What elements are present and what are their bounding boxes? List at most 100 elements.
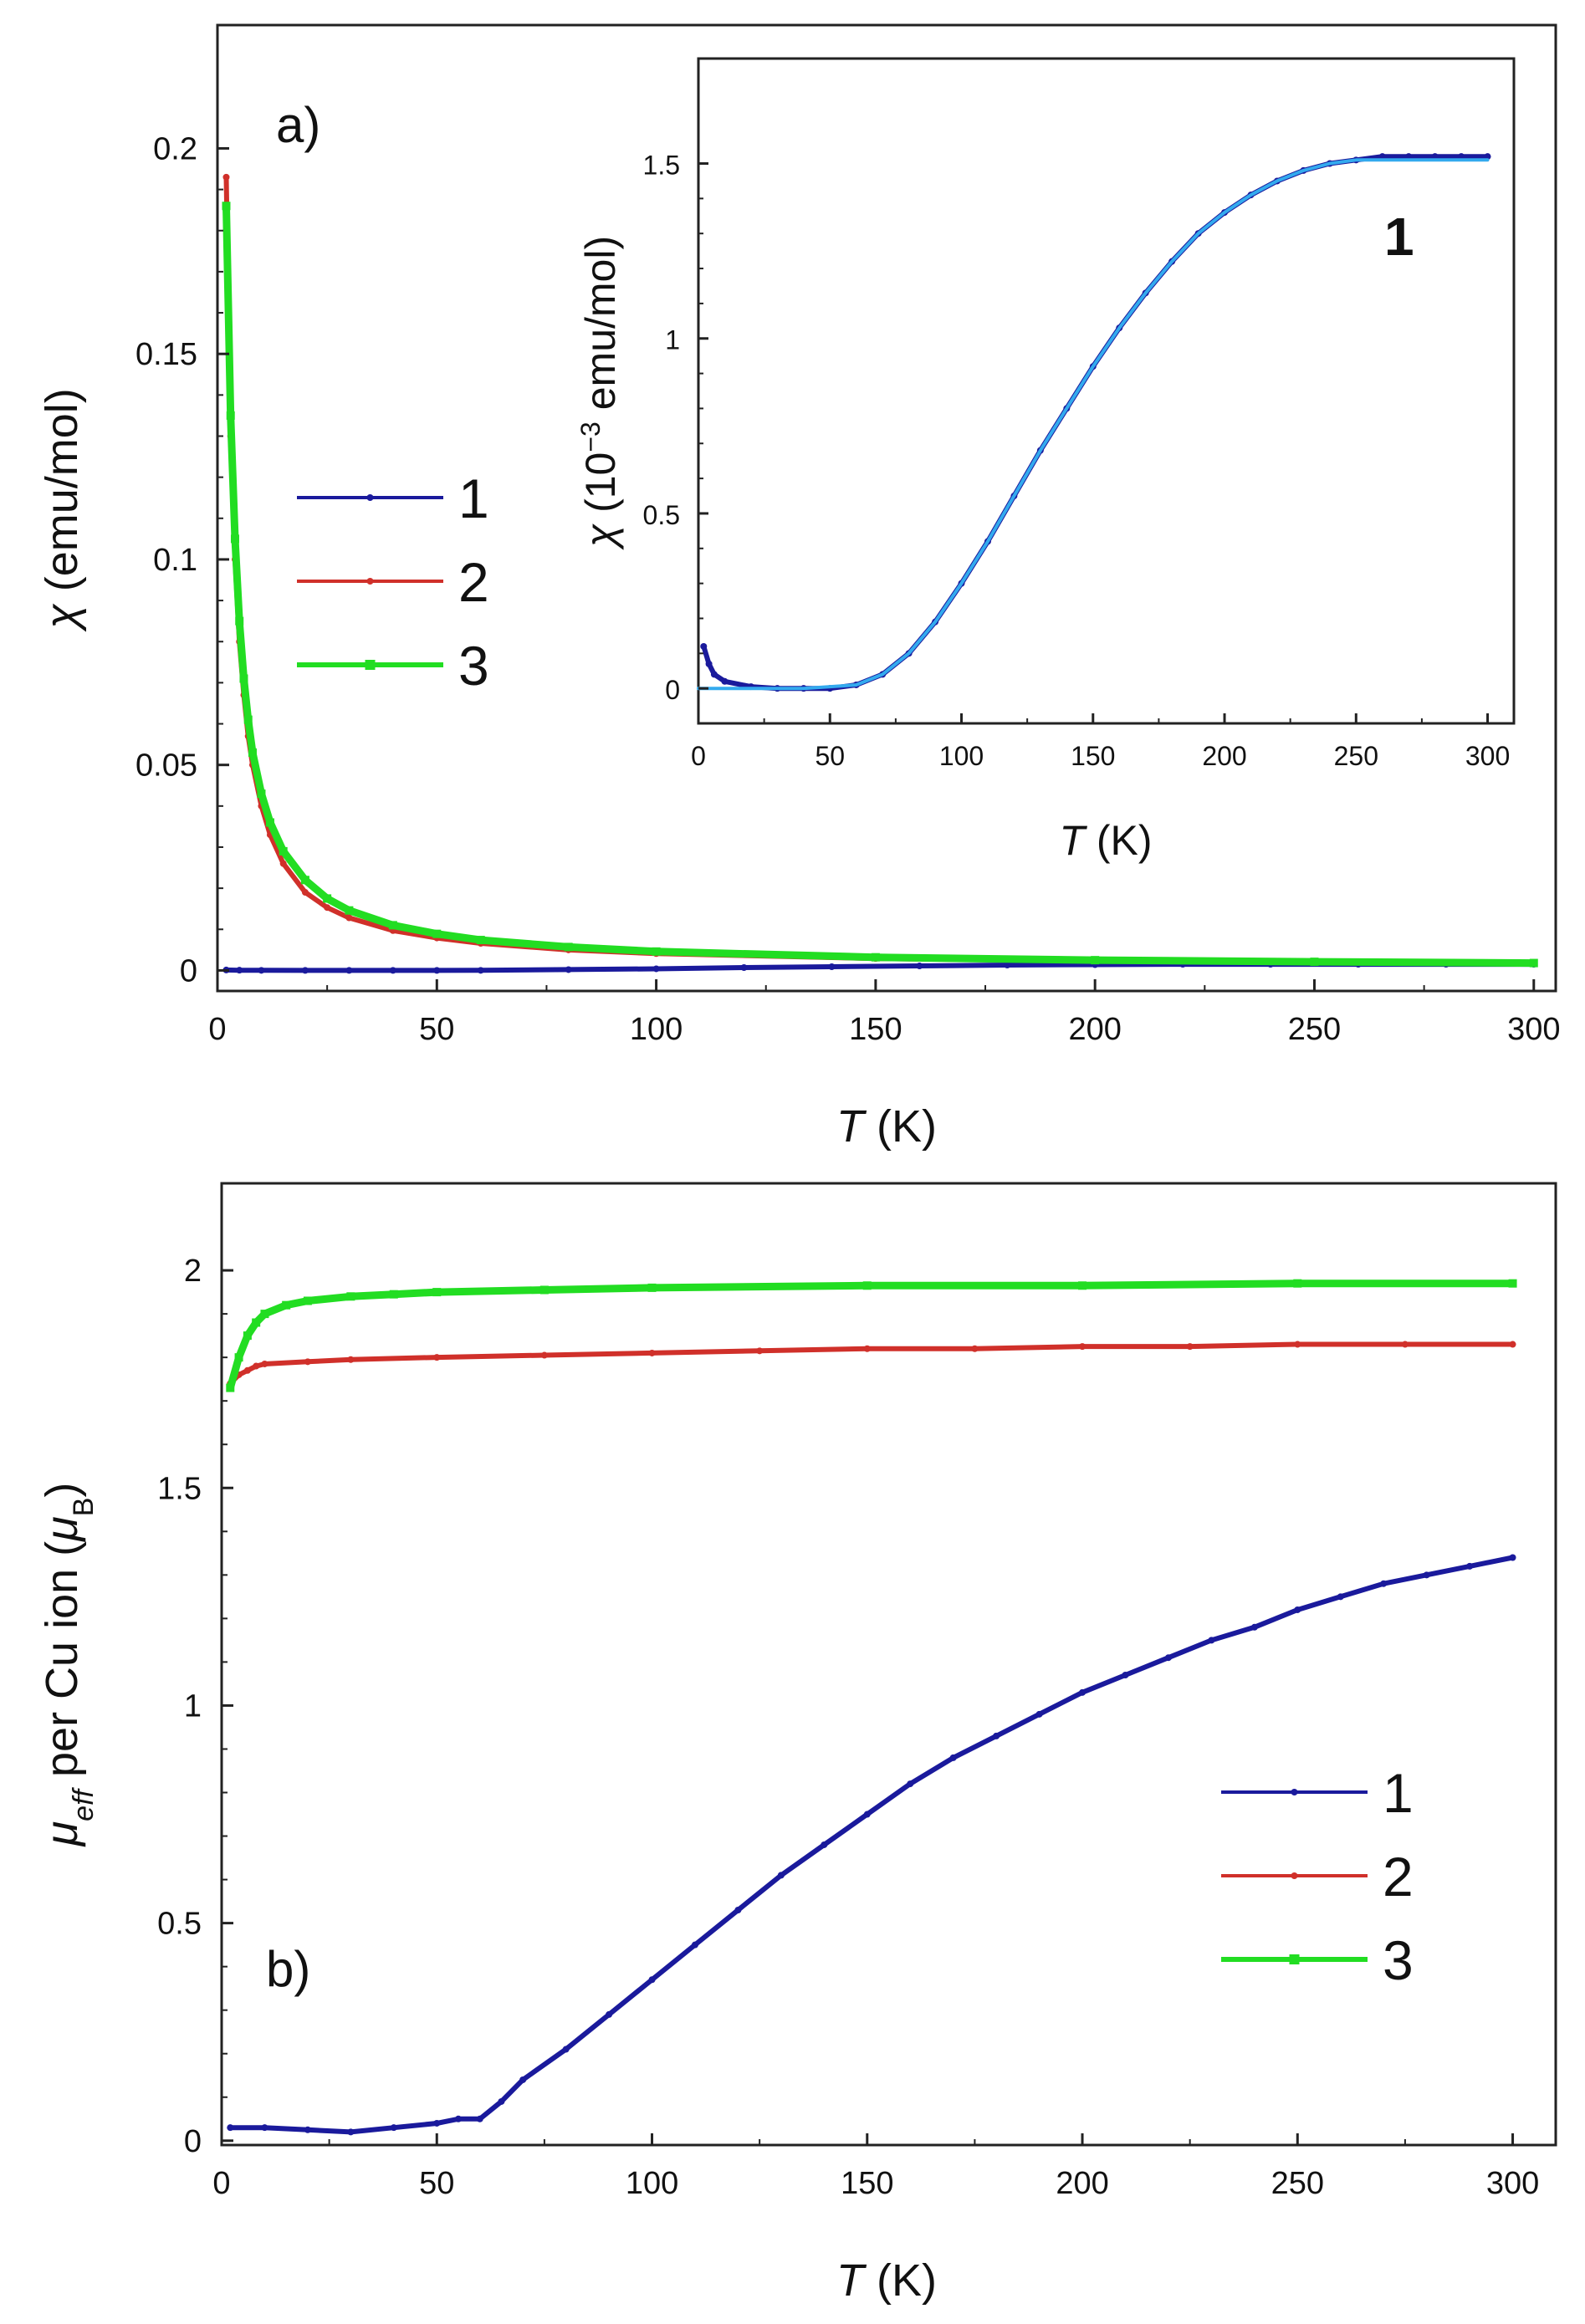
data-point-2	[1294, 1341, 1301, 1348]
data-point-3	[476, 936, 485, 945]
data-point-2	[1186, 1343, 1194, 1351]
data-point-1	[705, 660, 713, 667]
data-point-2	[756, 1347, 764, 1355]
y-tick-label: 0	[184, 2124, 202, 2159]
x-axis-label-b: T (K)	[836, 2255, 937, 2306]
data-point-2	[863, 1345, 871, 1352]
data-point-1	[606, 2010, 613, 2018]
y-tick-label: 0.2	[153, 131, 197, 166]
x-tick-label: 300	[1465, 741, 1510, 771]
data-point-3	[539, 1285, 549, 1295]
data-point-1	[648, 1976, 656, 1984]
panel-label-b: b)	[266, 1941, 310, 1997]
legend-b: 1 2 3	[1221, 1762, 1414, 1991]
data-point-1	[433, 967, 441, 974]
series-line-2	[228, 1341, 1516, 1387]
y-axis-label-b: μeff per Cu ion (μB)	[37, 1483, 100, 1848]
x-tick-label: 100	[626, 2166, 678, 2201]
data-point-3	[1529, 958, 1538, 968]
data-point-1	[345, 967, 353, 974]
data-point-1	[347, 2128, 355, 2136]
inset-series-label: 1	[1384, 207, 1414, 267]
series-line-3	[222, 202, 1538, 968]
data-point-1	[476, 2115, 483, 2122]
data-point-1	[1164, 1654, 1172, 1662]
data-point-3	[265, 818, 274, 827]
data-point-1	[1380, 1580, 1388, 1587]
data-point-1	[1035, 1710, 1043, 1718]
legend-marker-2	[366, 578, 374, 585]
chart-b: 0 50 100 150 200 250 300 0 0.5 1 1.5 2 b) T (K) μef…	[37, 1182, 1557, 2306]
data-point-1	[721, 677, 729, 685]
data-point-3	[389, 1290, 398, 1299]
x-tick-label: 250	[1271, 2166, 1324, 2201]
data-point-1	[949, 1754, 957, 1761]
y-tick-label: 0.5	[643, 500, 680, 530]
data-point-1	[261, 2124, 268, 2132]
x-tick-label: 0	[212, 2166, 230, 2201]
data-point-2	[540, 1351, 548, 1359]
data-point-3	[243, 1331, 252, 1341]
legend-label-2: 2	[1383, 1846, 1414, 1908]
data-point-1	[740, 963, 748, 971]
data-point-1	[258, 967, 265, 974]
data-point-1	[454, 2115, 462, 2122]
data-point-1	[828, 963, 836, 971]
data-point-3	[1508, 1279, 1517, 1288]
data-point-2	[253, 1362, 260, 1370]
legend-label-1: 1	[458, 467, 489, 529]
ticks-inset: 0 50 100 150 200 250 300 0 0.5 1 1.5	[643, 151, 1511, 771]
y-tick-label: 0	[180, 953, 197, 988]
data-point-1	[993, 1732, 1000, 1739]
data-point-3	[345, 906, 354, 915]
data-point-3	[564, 942, 573, 952]
data-point-3	[226, 1383, 235, 1392]
data-point-2	[345, 914, 353, 922]
data-point-1	[1405, 153, 1413, 161]
data-point-1	[1122, 1672, 1129, 1679]
data-point-3	[239, 674, 248, 683]
y-axis-label-a: χ (emu/mol)	[37, 388, 87, 632]
x-tick-label: 250	[1334, 741, 1378, 771]
y-tick-label: 1	[184, 1688, 202, 1724]
y-tick-label: 1.5	[157, 1471, 202, 1506]
data-point-3	[260, 1310, 269, 1319]
data-point-1	[1378, 153, 1386, 161]
data-point-3	[1091, 956, 1100, 965]
x-tick-label: 150	[849, 1012, 902, 1047]
data-point-3	[346, 1292, 355, 1301]
data-point-3	[252, 1318, 261, 1327]
x-tick-label: 50	[419, 2166, 454, 2201]
x-axis-label-a: T (K)	[836, 1101, 937, 1152]
series-line-fit	[697, 158, 1490, 691]
data-point-1	[1294, 1606, 1301, 1613]
data-point-3	[862, 1281, 872, 1290]
data-point-3	[243, 715, 253, 724]
data-point-2	[347, 1356, 355, 1363]
y-tick-label: 0.1	[153, 543, 197, 578]
data-point-1	[519, 2076, 527, 2083]
data-point-1	[227, 2124, 234, 2132]
data-point-2	[1079, 1343, 1086, 1351]
legend-marker-1	[366, 494, 374, 501]
data-point-1	[304, 2126, 311, 2133]
data-point-3	[871, 953, 880, 962]
data-point-1	[1431, 153, 1439, 161]
data-point-3	[279, 846, 288, 856]
y-tick-label: 1	[665, 325, 680, 355]
chart-a-inset: 0 50 100 150 200 250 300 0 0.5 1 1.5 1 T (K) χ (10…	[575, 57, 1516, 864]
data-point-3	[300, 876, 309, 885]
data-point-2	[243, 1366, 251, 1374]
y-axis-label-inset: χ (10−3 emu/mol)	[575, 236, 624, 550]
data-point-1	[1004, 962, 1011, 969]
data-point-1	[389, 967, 396, 974]
legend-marker-3	[1289, 1954, 1300, 1964]
data-point-1	[565, 966, 572, 973]
data-point-3	[303, 1296, 312, 1305]
data-point-1	[1337, 1593, 1344, 1601]
data-point-2	[971, 1345, 979, 1352]
legend-label-2: 2	[458, 551, 489, 613]
data-point-2	[1401, 1341, 1409, 1348]
